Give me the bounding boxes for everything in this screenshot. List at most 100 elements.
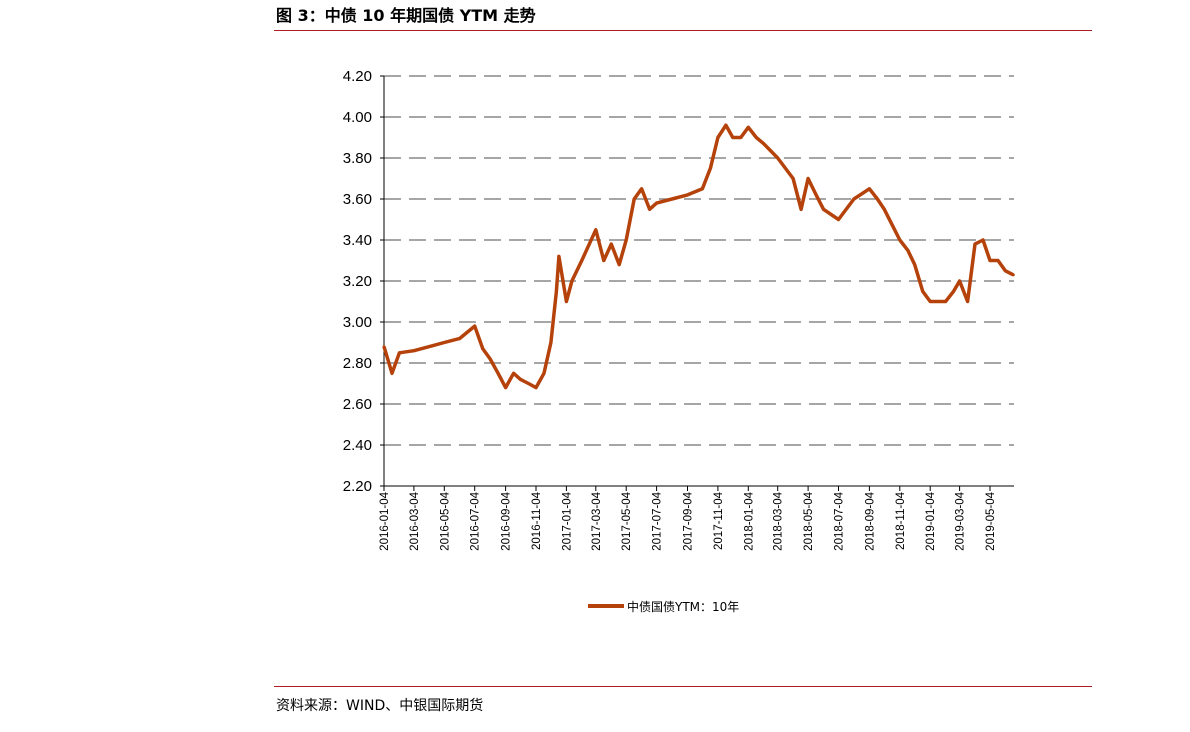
data-point [549, 341, 553, 344]
axes [380, 75, 1014, 491]
data-point [648, 207, 651, 211]
x-tick-label: 2018-09-04 [864, 491, 876, 550]
data-point [739, 136, 743, 139]
x-tick-label: 2018-07-04 [834, 491, 846, 550]
series-layer [382, 123, 1015, 390]
y-tick-labels: 4.20 4.00 3.80 3.60 3.40 3.20 3.00 2.80 2.60 2.40… [343, 68, 372, 495]
x-tick-label: 2019-05-04 [985, 491, 997, 550]
x-tick-label: 2016-05-04 [439, 491, 451, 550]
x-tick-label: 2016-11-04 [531, 491, 543, 550]
data-point [868, 187, 871, 191]
data-point [709, 166, 712, 170]
x-tick-label: 2017-09-04 [682, 491, 694, 550]
data-point [602, 259, 606, 262]
data-point [776, 156, 780, 160]
data-point [921, 289, 925, 293]
legend-label: 中债国债YTM：10年 [627, 599, 739, 614]
data-point [481, 347, 485, 350]
data-point [442, 341, 446, 344]
data-point [617, 263, 621, 266]
data-point [822, 207, 825, 211]
x-tick-label: 2017-07-04 [652, 491, 664, 550]
x-tick-label: 2017-03-04 [591, 491, 603, 550]
data-point [504, 386, 507, 389]
data-point [390, 371, 394, 375]
data-point [958, 279, 961, 283]
data-point [981, 238, 985, 242]
data-point [565, 300, 568, 303]
data-point [928, 300, 932, 303]
data-point [716, 136, 720, 139]
x-tick-label: 2018-03-04 [773, 491, 785, 550]
legend: 中债国债YTM：10年 [588, 599, 739, 614]
data-point [966, 300, 969, 303]
data-point [973, 242, 977, 246]
y-tick-label: 2.60 [343, 396, 372, 413]
y-tick-label: 3.20 [343, 273, 372, 290]
y-tick-label: 4.20 [343, 68, 372, 85]
data-point [519, 378, 522, 381]
data-point [996, 259, 1000, 262]
y-tick-label: 2.20 [343, 478, 372, 495]
data-point [898, 238, 902, 242]
data-point [814, 193, 818, 197]
y-tick-label: 3.60 [343, 191, 372, 208]
y-tick-label: 3.80 [343, 150, 372, 167]
x-tick-label: 2017-01-04 [561, 491, 573, 550]
data-point [701, 187, 704, 191]
data-point [882, 207, 886, 211]
series-line [382, 123, 1015, 390]
data-point [594, 228, 598, 232]
x-tick-label: 2018-11-04 [895, 491, 907, 550]
data-point [876, 197, 879, 201]
data-point [458, 337, 462, 340]
data-point [527, 382, 530, 385]
x-tick-label: 2016-07-04 [470, 491, 482, 550]
data-point [655, 201, 658, 205]
data-point [724, 123, 728, 127]
x-tick-label: 2017-11-04 [713, 491, 725, 550]
data-point [557, 255, 561, 258]
x-tick-label: 2018-01-04 [743, 491, 755, 550]
x-tick-labels: 2016-01-04 2016-03-04 2016-05-04 2016-07-04… [379, 491, 997, 550]
data-point [488, 357, 492, 361]
data-point [791, 177, 795, 180]
data-point [944, 300, 947, 303]
data-point [686, 193, 689, 197]
y-tick-label: 2.80 [343, 355, 372, 372]
data-point [1004, 269, 1007, 273]
data-point [632, 197, 636, 201]
data-point [555, 289, 558, 293]
data-point [731, 136, 735, 139]
y-tick-label: 2.40 [343, 437, 372, 454]
data-point [609, 242, 613, 246]
data-point [496, 371, 500, 375]
data-point [806, 177, 810, 180]
x-tick-label: 2017-05-04 [621, 491, 633, 550]
y-tick-label: 3.00 [343, 314, 372, 331]
data-point [837, 218, 840, 221]
grid-lines [384, 75, 1014, 446]
data-point [852, 197, 856, 201]
data-point [762, 142, 766, 146]
data-point [580, 259, 584, 262]
data-point [754, 136, 758, 139]
data-point [534, 386, 538, 389]
data-point [670, 197, 674, 201]
data-point [640, 187, 643, 191]
data-point [412, 349, 416, 353]
x-tick-label: 2016-01-04 [379, 491, 391, 550]
source-note: 资料来源：WIND、中银国际期货 [276, 698, 484, 714]
data-point [952, 289, 955, 293]
figure-title: 图 3：中债 10 年期国债 YTM 走势 [276, 6, 536, 25]
x-tick-label: 2016-09-04 [501, 491, 513, 550]
data-point [512, 371, 515, 375]
data-point [624, 238, 628, 242]
data-point [428, 345, 431, 348]
source-rule [274, 686, 1092, 687]
x-tick-label: 2019-01-04 [925, 491, 937, 550]
y-tick-label: 4.00 [343, 109, 372, 126]
data-point [988, 259, 992, 262]
x-tick-label: 2016-03-04 [409, 491, 421, 550]
